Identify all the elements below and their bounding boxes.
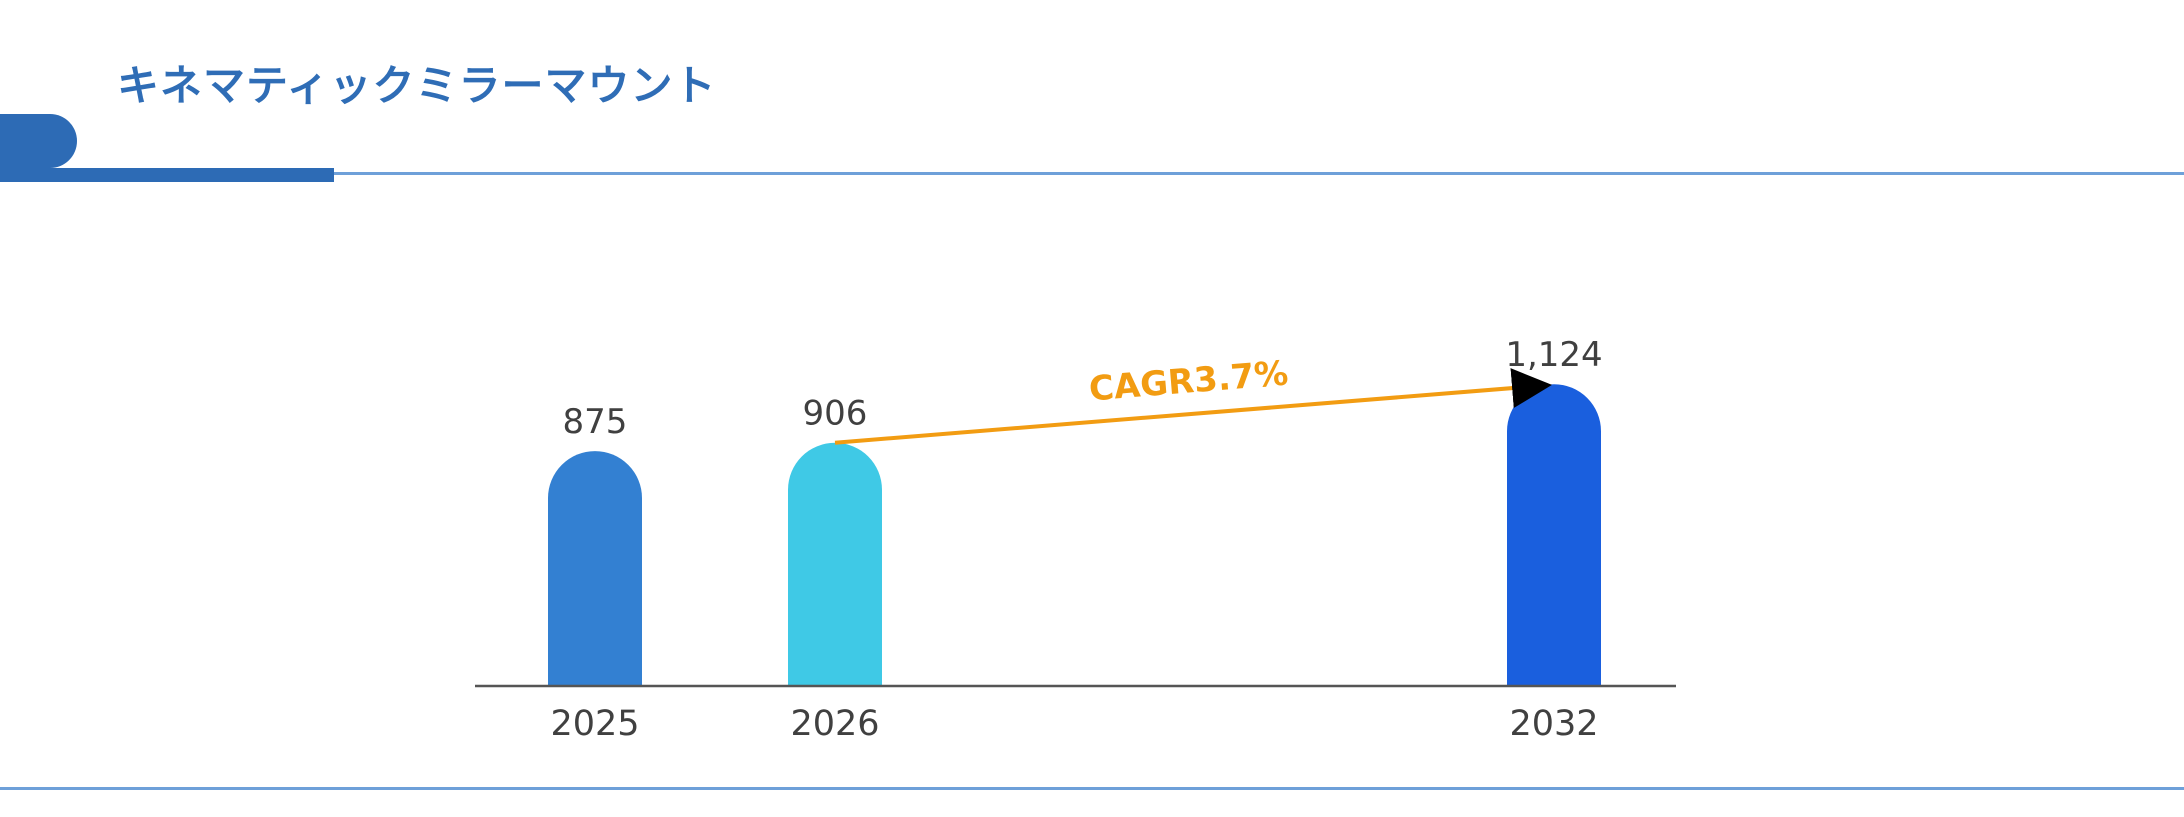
category-label-2025: 2025 — [550, 704, 639, 744]
value-label-2026: 906 — [803, 394, 868, 434]
page-title: キネマティックミラーマウント — [117, 61, 717, 110]
value-label-2032: 1,124 — [1505, 335, 1602, 375]
header-divider — [0, 172, 2184, 175]
category-label-2032: 2032 — [1509, 704, 1598, 744]
value-label-2025: 875 — [563, 402, 628, 442]
labels-group: 875 2025 906 2026 1,124 2032 — [550, 335, 1602, 744]
header-accent-tab — [0, 114, 77, 168]
bars-group — [548, 384, 1601, 686]
header-accent-bar — [0, 168, 334, 182]
bar-2025 — [548, 451, 642, 686]
cagr-label: CAGR3.7% — [1087, 353, 1289, 409]
bar-2032 — [1507, 384, 1601, 686]
category-label-2026: 2026 — [790, 704, 879, 744]
footer-divider — [0, 787, 2184, 790]
bar-2026 — [788, 442, 882, 686]
cagr-annotation-group: CAGR3.7% — [834, 353, 1552, 445]
cagr-arrow — [834, 368, 1552, 445]
